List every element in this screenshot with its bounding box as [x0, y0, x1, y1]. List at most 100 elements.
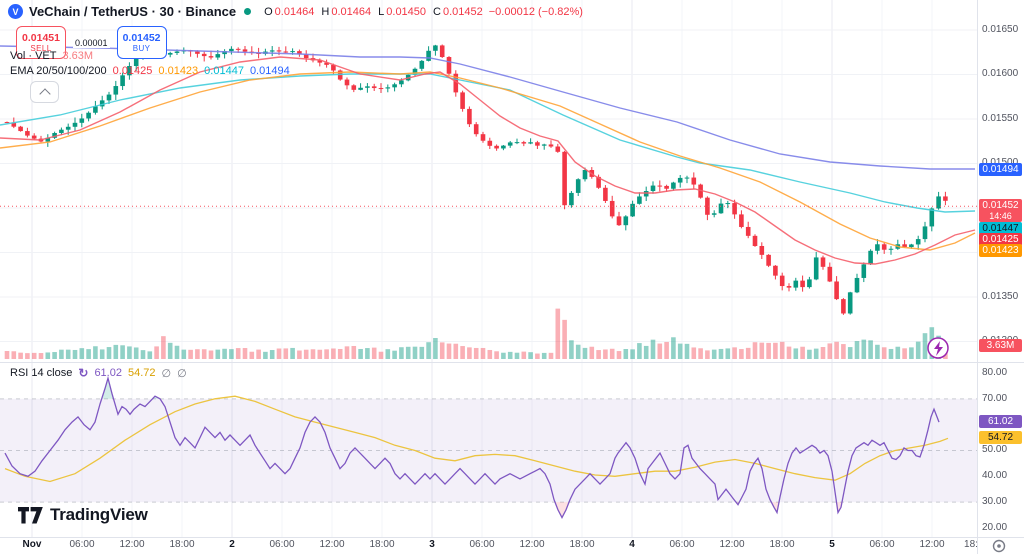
candle [351, 85, 357, 90]
candle [718, 203, 724, 214]
volume-bar [494, 351, 499, 359]
rsi-value: 61.02 [94, 367, 122, 379]
candle [86, 112, 91, 119]
candle [446, 57, 452, 74]
change-value: −0.00012 (−0.82%) [488, 5, 583, 18]
volume-bar [249, 351, 255, 359]
volume-bar [256, 349, 261, 359]
volume-bar [52, 352, 57, 359]
tradingview-logo[interactable]: TradingView [18, 505, 148, 525]
open-label: O [264, 5, 273, 18]
volume-bar [922, 333, 928, 359]
time-axis[interactable]: Nov 06:00 12:00 18:00 2 06:00 12:00 18:00 3 06:00… [0, 539, 1024, 554]
volume-bar [18, 352, 23, 359]
rsi-legend[interactable]: RSI 14 close ↻ 61.02 54.72 ∅ ∅ [10, 366, 187, 380]
candle [827, 266, 833, 282]
collapse-legend-button[interactable] [30, 81, 59, 103]
open-value: 0.01464 [274, 5, 315, 18]
candle [813, 257, 819, 280]
market-status-dot-icon [244, 8, 252, 15]
volume-bar [31, 352, 37, 359]
ema200-value: 0.01494 [249, 65, 290, 77]
time-axis-label: 06:00 [669, 539, 695, 550]
candle [820, 257, 826, 267]
volume-bar [752, 342, 758, 359]
candle [11, 122, 17, 127]
candle [609, 200, 615, 217]
candle [623, 216, 629, 226]
volume-bar [528, 352, 533, 359]
volume-bar [208, 350, 214, 359]
candle [671, 182, 676, 189]
volume-bar [439, 342, 445, 359]
price-badge: 0.01425 [979, 233, 1022, 246]
time-axis-label: 3 [429, 539, 435, 550]
candle [881, 244, 887, 250]
time-axis-label: 12:00 [119, 539, 145, 550]
price-axis-label: 0.01600 [982, 68, 1019, 79]
candle [399, 80, 404, 85]
candle [283, 51, 289, 53]
candle [99, 100, 105, 107]
price-axis[interactable]: 0.016500.016000.015500.015000.013500.013… [978, 0, 1024, 554]
candle [392, 84, 397, 88]
volume-bar [630, 349, 635, 359]
candle [317, 60, 323, 63]
candle [229, 48, 234, 52]
volume-bar [419, 346, 425, 359]
candle [745, 226, 751, 236]
candle [650, 185, 656, 192]
buy-button[interactable]: 0.01452 BUY [116, 26, 167, 59]
candle [664, 185, 669, 189]
volume-bar [555, 308, 561, 359]
volume-bar [582, 347, 588, 359]
volume-bar [276, 348, 282, 359]
volume-bar [548, 352, 554, 359]
volume-layer [4, 308, 948, 359]
candle [4, 122, 10, 124]
symbol-title[interactable]: VeChain / TetherUS · 30 · Binance [29, 4, 237, 19]
time-axis-label: 12:00 [719, 539, 745, 550]
candle [487, 140, 493, 146]
sell-button[interactable]: 0.01451 SELL [16, 26, 66, 59]
volume-bar [99, 349, 105, 359]
volume-legend[interactable]: Vol · VET 3.63M [10, 50, 93, 62]
candle [875, 244, 880, 251]
high-label: H [321, 5, 330, 18]
candle [473, 124, 479, 135]
ema20-value: 0.01425 [112, 65, 153, 77]
time-axis-label: 18: [964, 539, 978, 550]
volume-bar [616, 351, 622, 359]
candle [331, 64, 336, 71]
time-axis-label: 06:00 [469, 539, 495, 550]
candle [915, 239, 921, 245]
volume-bar [841, 344, 846, 359]
volume-bar [800, 346, 805, 359]
candle [167, 52, 173, 55]
volume-bar [290, 347, 295, 359]
volume-bar [596, 350, 601, 359]
quick-trade-lightning-icon[interactable] [927, 337, 949, 359]
candle [555, 146, 561, 152]
rsi-axis-label: 20.00 [982, 521, 1008, 533]
volume-bar [521, 351, 527, 359]
ema-legend[interactable]: EMA 20/50/100/200 0.01425 0.01423 0.0144… [10, 65, 290, 77]
candle [603, 187, 608, 201]
countdown-timer: 14:46 [989, 211, 1012, 221]
candle [215, 54, 221, 58]
candle [297, 51, 302, 55]
candle [290, 51, 295, 53]
volume-legend-value: 3.63M [62, 50, 94, 62]
candle [643, 191, 649, 197]
candle [868, 250, 873, 265]
volume-bar [331, 348, 336, 359]
volume-bar [337, 348, 343, 359]
grid-lines [0, 0, 977, 537]
time-axis-label: 06:00 [69, 539, 95, 550]
ema200-line [0, 45, 975, 170]
rsi-layer [4, 375, 949, 520]
ema50-value: 0.01423 [158, 65, 199, 77]
time-settings-gear-icon[interactable] [992, 539, 1006, 553]
